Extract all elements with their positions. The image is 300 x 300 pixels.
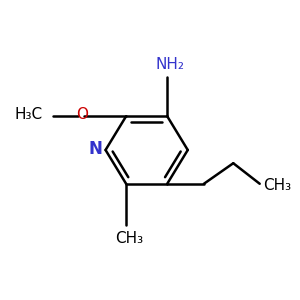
- Text: H₃C: H₃C: [14, 107, 42, 122]
- Text: O: O: [76, 107, 88, 122]
- Text: CH₃: CH₃: [262, 178, 291, 193]
- Text: NH₂: NH₂: [156, 57, 184, 72]
- Text: N: N: [89, 140, 103, 158]
- Text: CH₃: CH₃: [115, 231, 143, 246]
